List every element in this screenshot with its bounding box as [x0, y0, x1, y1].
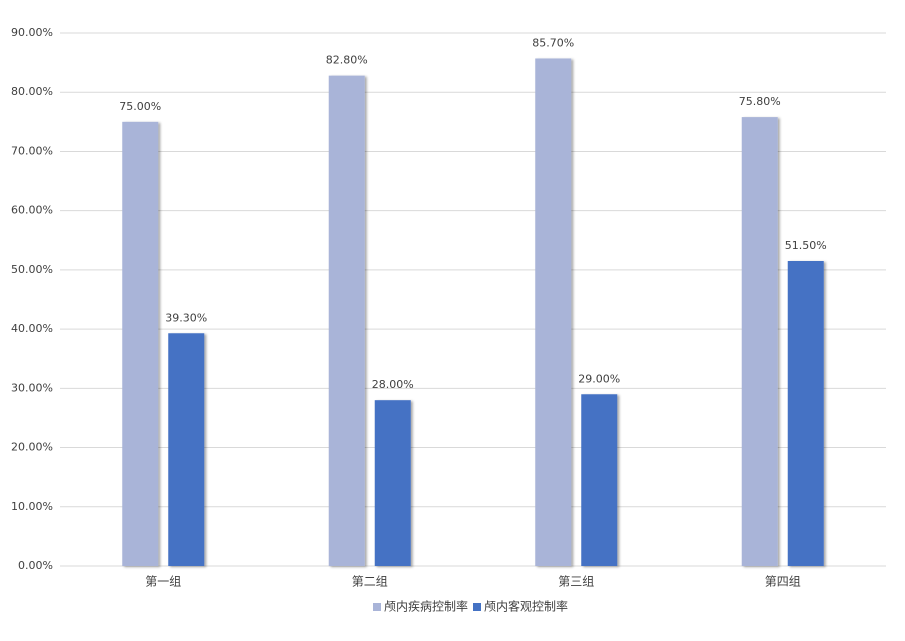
x-tick-label: 第二组: [352, 575, 388, 589]
bar: [535, 58, 572, 567]
data-label: 29.00%: [578, 372, 620, 385]
y-tick-label: 60.00%: [11, 204, 53, 217]
y-tick-label: 40.00%: [11, 322, 53, 335]
bar: [374, 400, 411, 566]
bar: [168, 333, 205, 566]
bar: [328, 75, 365, 566]
y-tick-label: 30.00%: [11, 381, 53, 394]
bar: [787, 261, 824, 566]
x-tick-label: 第一组: [145, 575, 181, 589]
bar: [581, 394, 618, 566]
x-tick-label: 第三组: [558, 575, 594, 589]
y-tick-label: 20.00%: [11, 441, 53, 454]
data-label: 82.80%: [326, 54, 368, 67]
y-tick-label: 70.00%: [11, 144, 53, 157]
x-tick-label: 第四组: [765, 575, 801, 589]
y-tick-label: 50.00%: [11, 263, 53, 276]
data-label: 51.50%: [785, 239, 827, 252]
data-label: 85.70%: [532, 36, 574, 49]
y-tick-label: 10.00%: [11, 500, 53, 513]
legend-swatch: [373, 603, 381, 611]
legend-label: 颅内客观控制率: [484, 599, 568, 614]
data-label: 28.00%: [372, 378, 414, 391]
y-tick-label: 0.00%: [18, 559, 53, 572]
y-tick-label: 80.00%: [11, 85, 53, 98]
y-tick-label: 90.00%: [11, 26, 53, 39]
legend-label: 颅内疾病控制率: [384, 599, 468, 614]
data-label: 39.30%: [165, 311, 207, 324]
data-label: 75.00%: [119, 100, 161, 113]
data-label: 75.80%: [739, 95, 781, 108]
legend-swatch: [473, 603, 481, 611]
bar: [122, 121, 159, 566]
bar: [741, 117, 778, 567]
